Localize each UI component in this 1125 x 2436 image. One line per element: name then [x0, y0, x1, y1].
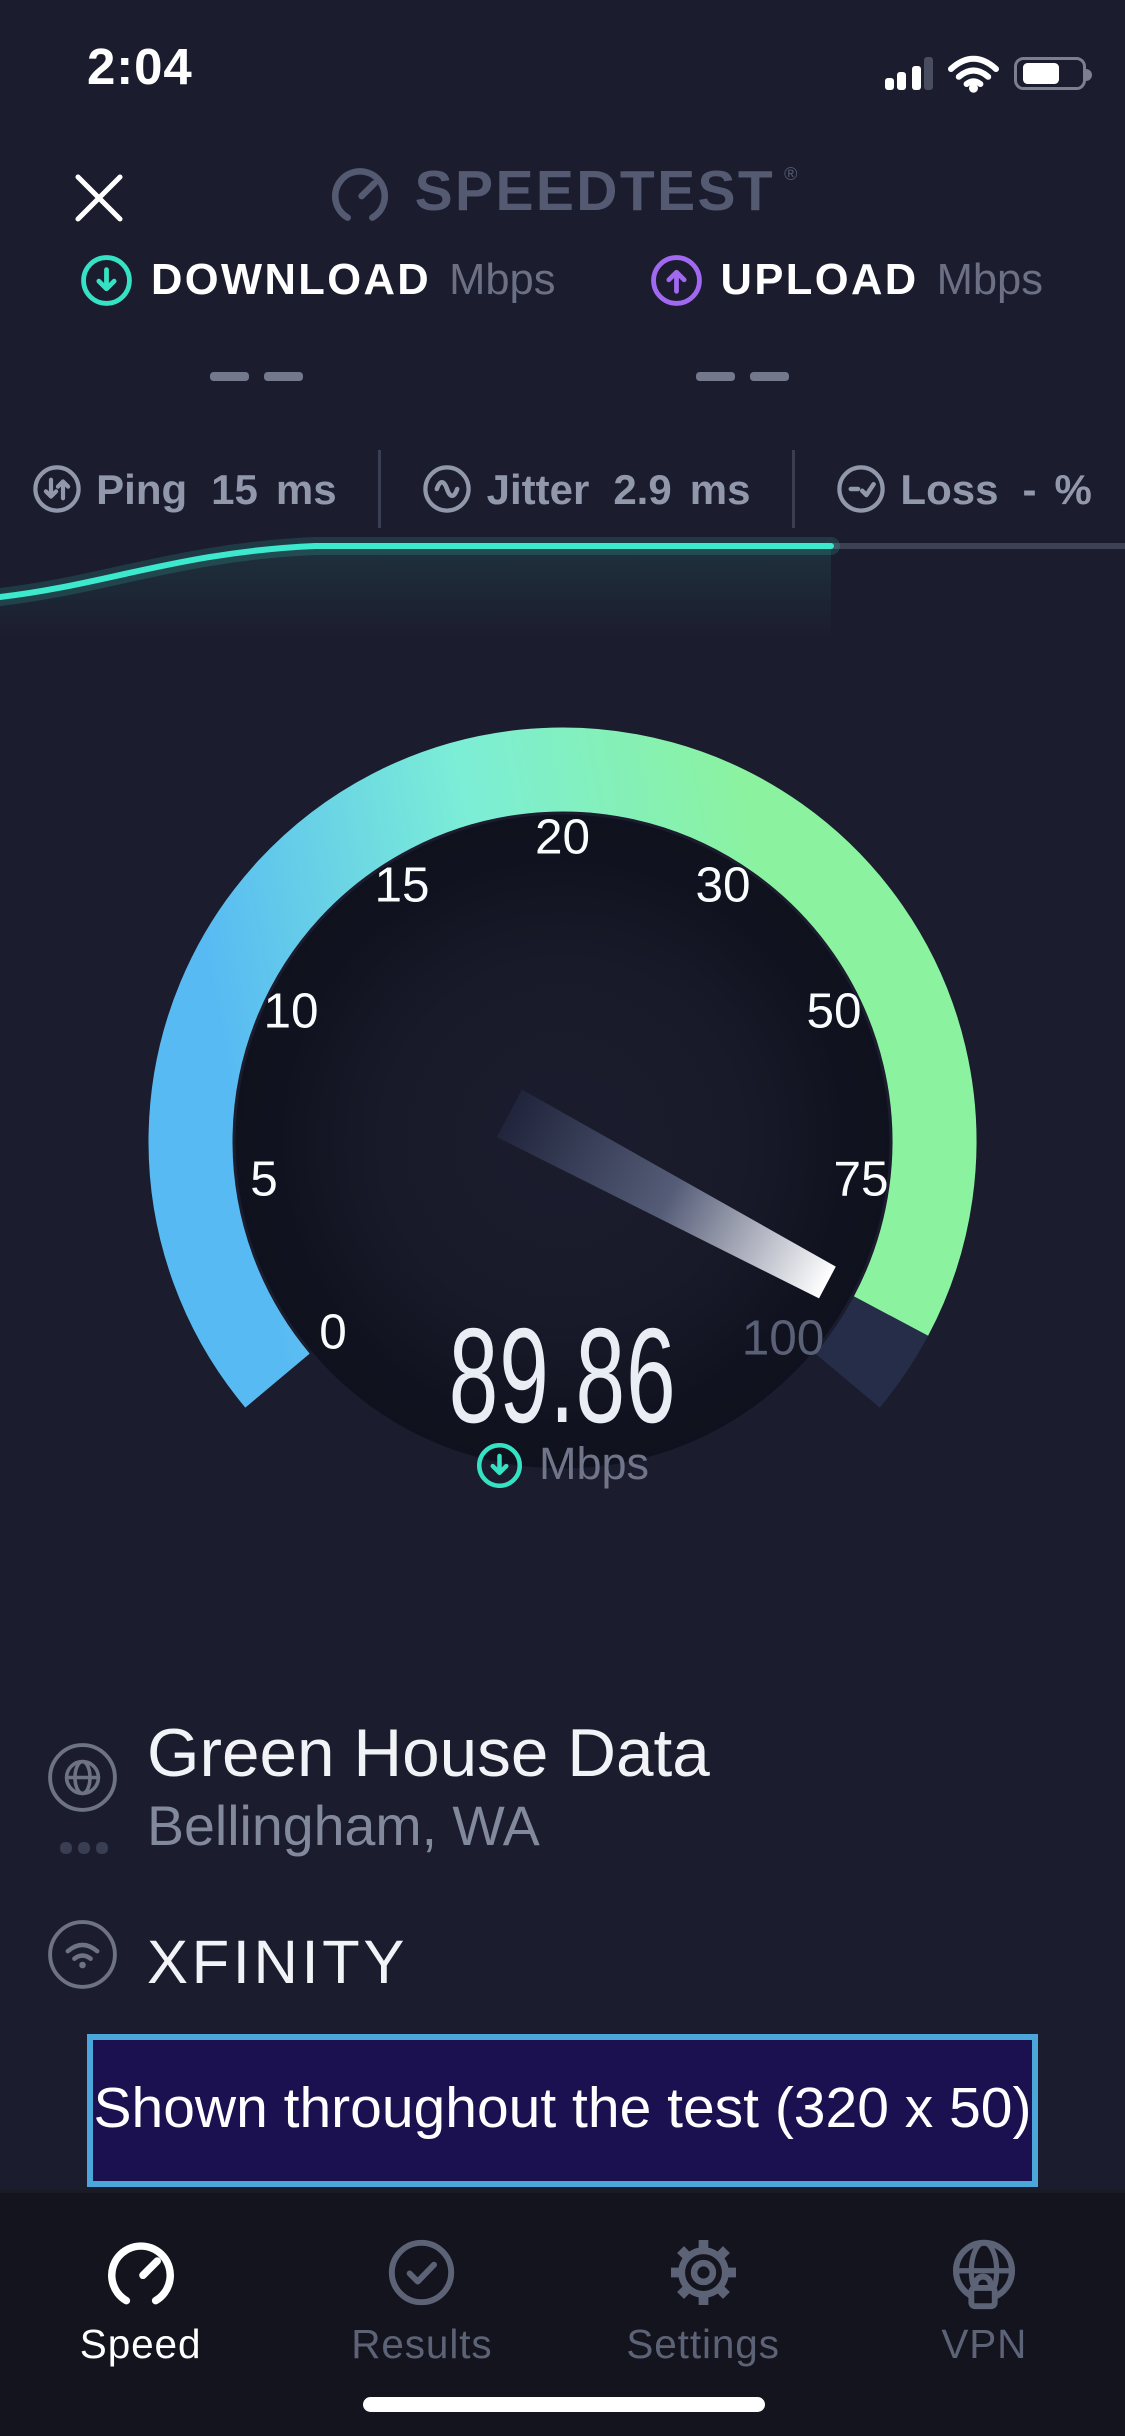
gauge-arc-progress	[148, 727, 977, 1408]
jitter-stat: Jitter 2.9 ms	[423, 465, 751, 513]
upload-label: UPLOAD	[720, 256, 919, 305]
battery-icon	[1014, 56, 1093, 91]
gauge-tick: 75	[833, 1153, 889, 1208]
tab-settings[interactable]: Settings	[563, 2193, 844, 2436]
home-indicator[interactable]	[361, 2397, 764, 2412]
ping-unit: ms	[275, 465, 337, 513]
server-more-dots	[60, 1842, 107, 1853]
gauge-tick: 0	[319, 1306, 347, 1361]
logo-text: SPEEDTEST	[414, 162, 776, 225]
tab-label: Speed	[79, 2322, 202, 2367]
download-value-placeholder	[210, 372, 303, 380]
results-check-icon	[384, 2232, 459, 2313]
upload-unit: Mbps	[936, 256, 1044, 305]
gauge-tick: 15	[374, 859, 430, 914]
wifi-status-icon	[948, 54, 999, 93]
upload-arrow-icon	[651, 255, 703, 306]
vpn-globe-lock-icon	[945, 2232, 1023, 2313]
jitter-value: 2.9	[613, 465, 672, 513]
gauge-tick: 20	[534, 811, 591, 866]
server-globe-icon	[48, 1743, 117, 1812]
jitter-unit: ms	[689, 465, 751, 513]
tab-results[interactable]: Results	[281, 2193, 562, 2436]
current-speed-value: 89.86	[448, 1299, 677, 1452]
speedtest-logo: SPEEDTEST ®	[0, 162, 1125, 228]
download-label: DOWNLOAD	[150, 256, 432, 305]
tab-label: Results	[351, 2322, 493, 2367]
isp-wifi-icon	[48, 1920, 117, 1989]
current-speed-unit: Mbps	[0, 1440, 1125, 1491]
ping-icon	[33, 465, 81, 513]
registered-mark: ®	[784, 168, 798, 186]
loss-icon	[837, 465, 886, 513]
isp-name: XFINITY	[147, 1929, 408, 1998]
settings-gear-icon	[666, 2232, 741, 2313]
download-arrow-icon	[82, 255, 133, 306]
upload-value-placeholder	[696, 372, 789, 380]
ping-stat: Ping 15 ms	[33, 465, 337, 513]
divider	[792, 450, 796, 528]
ping-label: Ping	[96, 465, 188, 513]
throughput-graph	[0, 537, 1125, 642]
gauge-tick-max: 100	[741, 1312, 825, 1367]
loss-value: -	[1022, 465, 1037, 513]
tab-vpn[interactable]: VPN	[844, 2193, 1125, 2436]
ad-banner-text: Shown throughout the test (320 x 50)	[93, 2077, 1032, 2141]
tab-label: Settings	[626, 2322, 780, 2367]
tab-speed[interactable]: Speed	[0, 2193, 281, 2436]
gauge-arc-remaining	[814, 1295, 929, 1408]
divider	[378, 450, 382, 528]
tab-bar: Speed Results	[0, 2190, 1125, 2436]
gauge-tick: 50	[806, 985, 862, 1040]
ping-value: 15	[211, 465, 258, 513]
latency-stats-row: Ping 15 ms Jitter 2.9 ms L	[0, 450, 1125, 528]
download-unit: Mbps	[449, 256, 556, 305]
server-location: Bellingham, WA	[147, 1794, 540, 1857]
upload-header: UPLOAD Mbps	[651, 255, 1044, 306]
server-name: Green House Data	[147, 1716, 710, 1791]
close-icon	[72, 171, 126, 225]
gauge-tick: 30	[695, 859, 751, 914]
tab-label: VPN	[941, 2322, 1028, 2367]
metric-headers: DOWNLOAD Mbps UPLOAD Mbps	[0, 255, 1125, 306]
loss-unit: %	[1054, 465, 1092, 513]
download-arrow-icon	[475, 1443, 521, 1488]
jitter-label: Jitter	[486, 465, 590, 513]
jitter-icon	[423, 465, 472, 513]
gauge-tick: 10	[263, 985, 319, 1040]
speed-gauge-icon	[102, 2232, 180, 2313]
speedtest-gauge-icon	[328, 162, 394, 228]
status-time: 2:04	[87, 39, 193, 96]
loss-label: Loss	[900, 465, 999, 513]
ad-banner[interactable]: Shown throughout the test (320 x 50)	[87, 2034, 1038, 2187]
status-icons	[883, 54, 1093, 93]
gauge-needle	[496, 1089, 836, 1299]
status-bar: 2:04	[0, 0, 1125, 132]
loss-stat: Loss - %	[837, 465, 1092, 513]
download-header: DOWNLOAD Mbps	[82, 255, 556, 306]
gauge-tick: 5	[250, 1153, 278, 1208]
cellular-signal-icon	[883, 57, 933, 90]
close-button[interactable]	[72, 171, 126, 225]
